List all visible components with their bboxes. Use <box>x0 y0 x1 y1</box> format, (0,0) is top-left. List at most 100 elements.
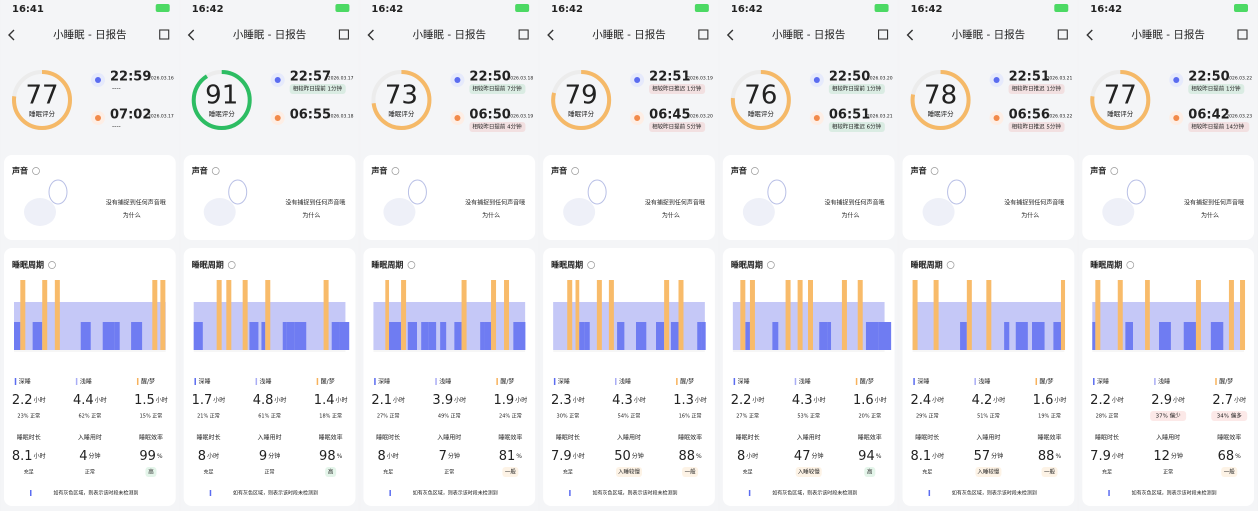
metric-unit: 分钟 <box>632 452 644 460</box>
wake-icon <box>95 115 101 121</box>
cycle-deep-block <box>1004 322 1010 350</box>
cycle-deep-block <box>331 322 340 350</box>
sound-why-link[interactable]: 为什么 <box>482 212 500 220</box>
stat-color-key <box>255 378 258 385</box>
cycle-deep-block <box>114 322 120 350</box>
bed-note-bg <box>828 84 885 94</box>
sound-empty-text: 没有捕捉到任何声音哦 <box>1184 199 1244 207</box>
metric-status: 正常 <box>85 469 95 476</box>
metric-status: 充足 <box>563 469 573 476</box>
cycle-rem-bar <box>242 280 248 350</box>
sound-why-link[interactable]: 为什么 <box>1021 212 1039 220</box>
metric-status: 充足 <box>922 469 932 476</box>
metric-value: 8.1小时 <box>910 449 944 464</box>
sound-card <box>363 155 536 240</box>
metric-status: 正常 <box>1163 469 1173 476</box>
stat-label: 深睡 <box>558 378 570 386</box>
back-button[interactable] <box>726 29 734 41</box>
stat-color-key <box>1215 378 1217 385</box>
stat-unit: 小时 <box>573 396 585 404</box>
stat-unit: 小时 <box>336 396 348 404</box>
cycle-title: 睡眠周期 <box>12 260 44 270</box>
ghost-illustration <box>24 198 56 226</box>
stat-value: 2.2小时 <box>12 393 46 408</box>
cycle-rem-bar <box>912 280 918 350</box>
metric-label: 入睡用时 <box>976 434 1000 442</box>
wake-time: 06:55 <box>290 108 331 123</box>
cycle-deep-block <box>584 322 590 350</box>
metric-status-bg <box>145 467 157 477</box>
share-button[interactable] <box>878 29 889 40</box>
cycle-deep-block <box>80 322 91 350</box>
metric-unit: % <box>1235 453 1241 460</box>
score-label: 睡眠评分 <box>1107 109 1134 118</box>
stat-label: 深睡 <box>738 378 750 386</box>
stat-label: 浅睡 <box>978 378 990 386</box>
back-button[interactable] <box>187 29 195 41</box>
bed-time: 22:50 <box>1188 70 1229 85</box>
status-time: 16:42 <box>731 4 763 15</box>
metric-number: 88 <box>1038 449 1055 464</box>
stat-value: 1.3小时 <box>673 393 707 408</box>
sound-why-link[interactable]: 为什么 <box>842 212 860 220</box>
cycle-rem-bar <box>401 280 407 350</box>
sound-why-link[interactable]: 为什么 <box>1201 212 1219 220</box>
share-button[interactable] <box>1057 29 1068 40</box>
back-button[interactable] <box>367 29 374 41</box>
metric-status-bg <box>682 467 699 477</box>
wake-note: ---- <box>112 124 121 131</box>
cycle-deep-block <box>421 322 429 350</box>
stat-color-key <box>1035 378 1038 385</box>
share-button[interactable] <box>159 29 170 40</box>
cycle-info <box>587 261 595 269</box>
metric-unit: 分钟 <box>991 452 1003 460</box>
stat-sub: 16% 正常 <box>679 413 702 420</box>
metric-value: 8小时 <box>198 449 219 464</box>
metric-number: 9 <box>259 449 267 464</box>
cycle-rem-bar <box>575 280 580 350</box>
metric-status: 一般 <box>1044 468 1056 476</box>
metric-status-bg <box>864 467 876 477</box>
cycle-info <box>1126 261 1135 269</box>
sound-why-link[interactable]: 为什么 <box>123 212 141 220</box>
cycle-rem-bar <box>596 280 602 350</box>
stat-label: 浅睡 <box>619 378 631 386</box>
page-title: 小睡眠 - 日报告 <box>952 28 1025 41</box>
cycle-info <box>48 261 56 269</box>
back-button[interactable] <box>8 29 15 41</box>
metric-label: 入睡用时 <box>1156 434 1180 442</box>
metric-unit: 分钟 <box>448 452 460 460</box>
sound-why-link[interactable]: 为什么 <box>662 212 680 220</box>
share-button[interactable] <box>518 29 529 40</box>
wake-note: 相较昨日推迟 5分钟 <box>1012 123 1062 131</box>
stat-color-key <box>615 378 617 385</box>
metric-label: 睡眠效率 <box>858 434 882 442</box>
bed-icon <box>95 77 101 83</box>
share-button[interactable] <box>698 29 709 40</box>
stat-sub: 23% 正常 <box>17 413 40 420</box>
wake-note-bg <box>1188 122 1250 132</box>
ghost-illustration <box>742 198 775 226</box>
back-button[interactable] <box>906 29 914 41</box>
metric-label: 睡眠时长 <box>736 434 760 442</box>
back-button[interactable] <box>1086 29 1093 41</box>
metric-number: 7.9 <box>551 449 572 464</box>
cycle-rem-bar <box>986 280 992 350</box>
stat-color-key <box>136 378 139 385</box>
cycle-deep-block <box>339 322 350 350</box>
score-label: 睡眠评分 <box>388 109 415 118</box>
metric-unit: % <box>337 453 343 460</box>
sound-info <box>751 167 759 175</box>
share-button[interactable] <box>1237 29 1248 40</box>
sound-why-link[interactable]: 为什么 <box>302 212 320 220</box>
stat-value: 4.3小时 <box>612 393 646 408</box>
metric-unit: % <box>1055 453 1061 460</box>
stat-label: 浅睡 <box>799 378 811 386</box>
score-value: 91 <box>205 81 238 111</box>
metric-status: 充足 <box>1102 469 1112 476</box>
stat-unit: 小时 <box>156 396 168 404</box>
back-button[interactable] <box>547 29 554 41</box>
cycle-deep-block <box>32 322 43 350</box>
share-button[interactable] <box>338 29 349 40</box>
